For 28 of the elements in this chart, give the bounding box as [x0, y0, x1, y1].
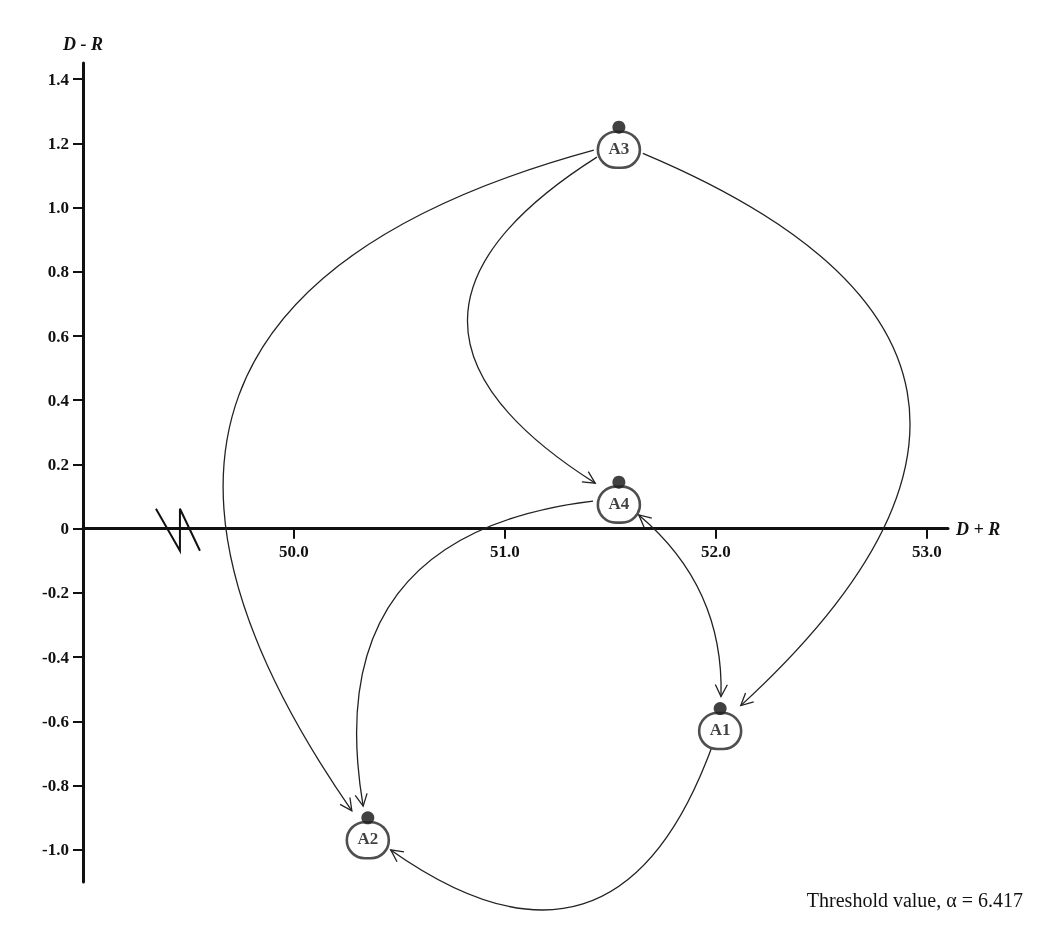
- y-tick-label: 0.8: [47, 262, 69, 282]
- y-tick-label: 1.4: [47, 69, 70, 89]
- series-label: A3: [608, 138, 630, 158]
- y-tick-label: 1.2: [47, 133, 69, 153]
- point: [612, 120, 626, 134]
- point: [713, 702, 727, 716]
- x-tick-label: 50.0: [279, 541, 309, 561]
- y-tick-label: 1.0: [47, 198, 69, 218]
- point: [612, 475, 626, 489]
- y-tick-label: 0.4: [47, 390, 70, 410]
- point: [361, 811, 375, 825]
- y-tick-label: -0.2: [42, 583, 69, 603]
- x-tick-label: 51.0: [490, 541, 520, 561]
- y-tick-label: -0.4: [42, 647, 70, 667]
- x-tick-label: 53.0: [912, 541, 942, 561]
- y-tick-label: 0.2: [47, 454, 69, 474]
- x-axis-title: D + R: [955, 518, 1001, 539]
- x-tick-label: 52.0: [701, 541, 731, 561]
- y-tick-label: 0: [60, 519, 69, 539]
- text: Threshold value, α = 6.417: [806, 889, 1024, 911]
- series-label: A1: [709, 720, 731, 740]
- series-label: A4: [608, 493, 630, 513]
- y-tick-label: -0.8: [42, 776, 69, 796]
- y-tick-label: -1.0: [42, 840, 69, 860]
- series-label: A2: [357, 829, 379, 849]
- y-tick-label: -0.6: [42, 711, 69, 731]
- y-axis-title: D - R: [62, 34, 103, 54]
- y-tick-label: 0.6: [47, 326, 69, 346]
